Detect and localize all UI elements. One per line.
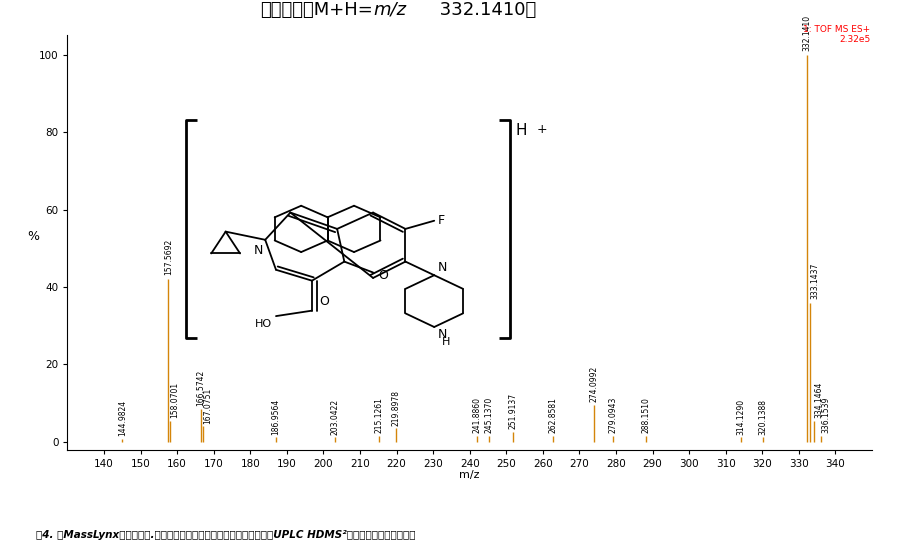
Text: 167.0751: 167.0751 xyxy=(203,387,212,423)
Text: HO: HO xyxy=(255,319,272,329)
Text: 186.9564: 186.9564 xyxy=(271,398,280,434)
Text: N: N xyxy=(254,244,263,257)
Text: 144.9824: 144.9824 xyxy=(118,400,127,436)
Text: 219.8978: 219.8978 xyxy=(392,390,401,426)
Text: 279.0943: 279.0943 xyxy=(609,397,618,433)
Text: 314.1290: 314.1290 xyxy=(736,398,745,434)
Text: H: H xyxy=(441,336,450,347)
Text: 图4. 如MassLynx中所示在２.１９分钟保留时间处，氟喔诺酮环丙沙星的UPLC HDMS²精确质量数母离子谱图。: 图4. 如MassLynx中所示在２.１９分钟保留时间处，氟喔诺酮环丙沙星的UP… xyxy=(36,530,415,540)
Text: 320.1388: 320.1388 xyxy=(759,398,768,434)
Text: N: N xyxy=(438,328,447,341)
Text: 262.8581: 262.8581 xyxy=(548,397,557,433)
Text: +: + xyxy=(537,123,547,136)
X-axis label: m/z: m/z xyxy=(459,470,480,480)
Text: 274.0992: 274.0992 xyxy=(590,366,599,402)
Text: 1: TOF MS ES+: 1: TOF MS ES+ xyxy=(803,25,870,34)
Text: F: F xyxy=(438,214,445,227)
Text: 332.1410: 332.1410 xyxy=(802,15,811,51)
Text: 215.1261: 215.1261 xyxy=(374,397,383,433)
Text: 241.8860: 241.8860 xyxy=(472,397,481,433)
Text: H: H xyxy=(515,123,527,138)
Text: 333.1437: 333.1437 xyxy=(810,262,819,299)
Text: 336.1539: 336.1539 xyxy=(822,397,831,433)
Text: m/z: m/z xyxy=(373,1,406,19)
Text: 334.1464: 334.1464 xyxy=(814,382,823,418)
Text: 157.5692: 157.5692 xyxy=(164,239,173,275)
Text: 245.1370: 245.1370 xyxy=(484,397,493,433)
Text: 2.32e5: 2.32e5 xyxy=(839,35,870,45)
Text: 251.9137: 251.9137 xyxy=(509,393,518,429)
Text: 环丙沙星（M+H=: 环丙沙星（M+H= xyxy=(261,1,373,19)
Text: O: O xyxy=(378,269,388,282)
Text: 166.5742: 166.5742 xyxy=(197,370,206,406)
Text: 203.0422: 203.0422 xyxy=(330,398,339,434)
Text: O: O xyxy=(319,295,329,308)
Text: 158.0701: 158.0701 xyxy=(170,382,179,418)
Text: 332.1410）: 332.1410） xyxy=(433,1,536,19)
Y-axis label: %: % xyxy=(27,229,40,243)
Text: 288.1510: 288.1510 xyxy=(641,397,650,433)
Text: N: N xyxy=(438,261,447,274)
